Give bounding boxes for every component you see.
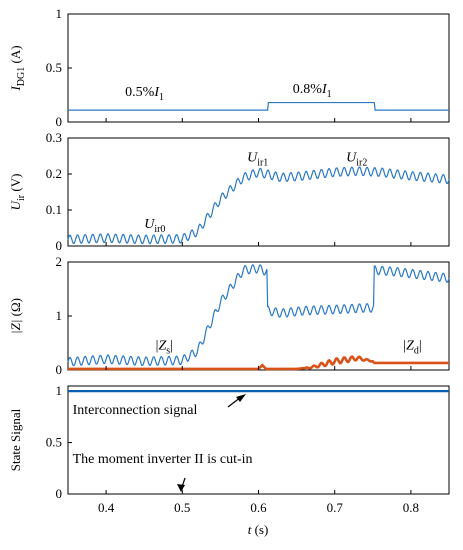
panel-current-frame [67, 13, 450, 123]
voltage-annotation-1: Uir0 [144, 217, 165, 235]
current-annotation-1: 0.5%I1 [125, 85, 164, 103]
impedance-annotation-2: |Zd| [403, 338, 421, 356]
state-annotation-1: Interconnection signal [73, 403, 198, 418]
panel-voltage-frame [67, 137, 450, 247]
impedance-ytick-label: 0 [56, 362, 63, 377]
current-ytick-label: 0 [56, 114, 63, 129]
impedance-annotation-1: |Zs| [156, 338, 173, 356]
interconnection-arrow [227, 394, 246, 408]
impedance-series-1-line [67, 264, 450, 367]
current-series-1-line [68, 101, 449, 111]
xtick-label: 0.4 [98, 500, 115, 515]
panel-state: State Signal 0 0.5 1 Interconnection signa… [8, 118, 450, 537]
voltage-ytick-label: 0.1 [46, 202, 62, 217]
xtick-label: 0.5 [174, 500, 190, 515]
panel-current-ylabel: IDG1 (A) [8, 45, 27, 91]
state-ytick-label: 0.5 [46, 435, 62, 450]
state-annotation-2: The moment inverter II is cut-in [73, 452, 253, 467]
panel-impedance: |Z| (Ω) 0 1 2 |Zs| |Zd| [8, 254, 450, 377]
panel-voltage: Uir (V) 0 0.1 0.2 0.3 Uir0 Uir1 Uir2 [8, 130, 450, 253]
cut-in-arrow [177, 477, 186, 492]
panel-voltage-ylabel: Uir (V) [8, 174, 27, 211]
panel-current: IDG1 (A) 0 0.5 1 0.5%I1 0.8%I1 [8, 6, 450, 129]
current-annotation-2: 0.8%I1 [293, 82, 332, 100]
voltage-ytick-label: 0.2 [46, 166, 62, 181]
state-ytick-label: 0 [56, 486, 63, 501]
voltage-series-1-line [67, 166, 450, 245]
xtick-label: 0.8 [403, 500, 419, 515]
voltage-ytick-label: 0 [56, 238, 63, 253]
panel-state-ylabel: State Signal [8, 408, 23, 471]
xtick-label: 0.6 [250, 500, 267, 515]
voltage-ytick-label: 0.3 [46, 130, 62, 145]
panel-impedance-frame [67, 261, 450, 371]
voltage-annotation-2: Uir1 [247, 150, 268, 168]
panel-impedance-ylabel: |Z| (Ω) [8, 298, 23, 334]
current-ytick-label: 0.5 [46, 60, 62, 75]
xtick-label: 0.7 [327, 500, 344, 515]
x-axis-label: t (s) [248, 522, 269, 537]
impedance-ytick-label: 2 [56, 254, 63, 269]
current-ytick-label: 1 [56, 6, 63, 21]
voltage-annotation-3: Uir2 [346, 150, 367, 168]
impedance-ytick-label: 1 [56, 308, 63, 323]
state-ytick-label: 1 [56, 383, 63, 398]
